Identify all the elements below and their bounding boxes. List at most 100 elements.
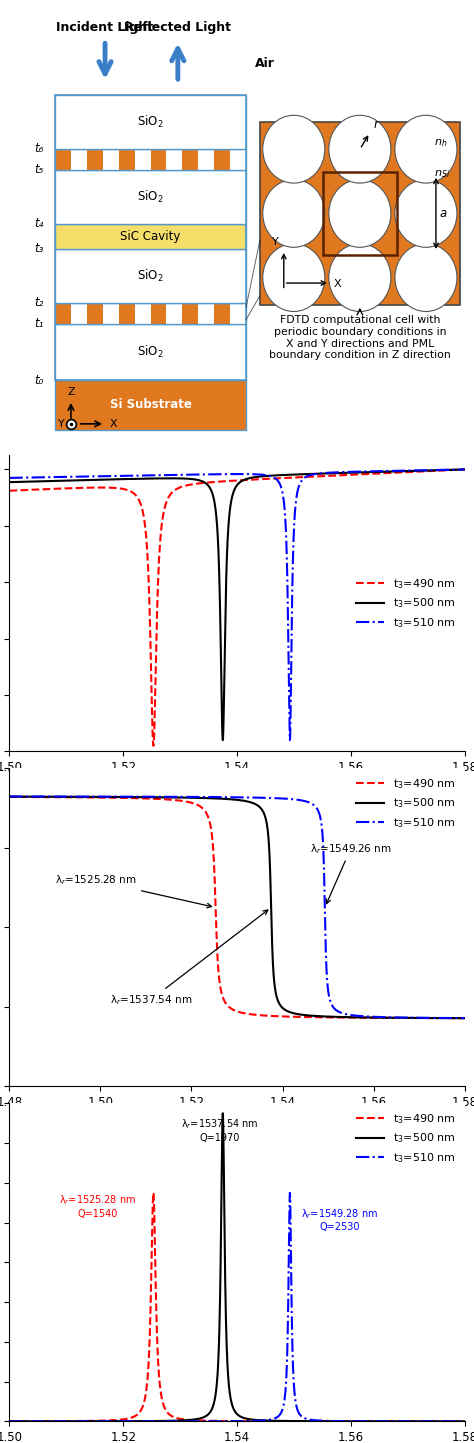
Bar <box>182 303 198 323</box>
t$_3$=510 nm <box>280 483 285 501</box>
Text: λ$_r$=1537.54 nm
Q=1970: λ$_r$=1537.54 nm Q=1970 <box>181 1118 259 1143</box>
t$_3$=500 nm <box>302 1006 308 1023</box>
t$_3$=500 nm <box>462 1010 467 1027</box>
t$_3$=510 nm <box>89 788 95 805</box>
Text: a: a <box>439 206 447 219</box>
Text: λ$_r$=1525.28 nm: λ$_r$=1525.28 nm <box>55 873 211 908</box>
Text: Si Substrate: Si Substrate <box>109 398 191 411</box>
t$_3$=490 nm <box>280 469 285 486</box>
t$_3$=490 nm <box>381 465 386 482</box>
Bar <box>55 95 246 149</box>
Bar <box>87 303 103 323</box>
Legend: t$_3$=490 nm, t$_3$=500 nm, t$_3$=510 nm: t$_3$=490 nm, t$_3$=500 nm, t$_3$=510 nm <box>353 574 459 633</box>
t$_3$=510 nm <box>303 469 309 486</box>
Bar <box>55 248 246 303</box>
Text: Y: Y <box>58 418 65 429</box>
Text: λ$_r$=1525.28 nm
Q=1540: λ$_r$=1525.28 nm Q=1540 <box>59 1193 136 1218</box>
Text: SiO$_2$: SiO$_2$ <box>137 343 164 359</box>
t$_3$=500 nm <box>462 1413 467 1430</box>
Bar <box>71 149 87 170</box>
Bar <box>55 95 246 380</box>
t$_3$=490 nm <box>89 789 95 807</box>
t$_3$=500 nm <box>220 732 226 749</box>
t$_3$=500 nm <box>381 1009 386 1026</box>
t$_3$=490 nm <box>462 460 467 478</box>
Bar <box>198 303 214 323</box>
Bar <box>55 170 246 224</box>
t$_3$=490 nm <box>151 737 156 755</box>
Ellipse shape <box>329 115 391 183</box>
Bar <box>55 149 246 170</box>
t$_3$=510 nm <box>462 1010 467 1027</box>
t$_3$=510 nm <box>287 1185 293 1202</box>
Line: t$_3$=510 nm: t$_3$=510 nm <box>9 797 465 1019</box>
Bar <box>135 149 151 170</box>
t$_3$=490 nm <box>181 1411 186 1429</box>
t$_3$=510 nm <box>7 788 12 805</box>
Text: λ$_r$=1549.26 nm: λ$_r$=1549.26 nm <box>310 841 392 903</box>
t$_3$=490 nm <box>181 478 186 495</box>
Text: t₆: t₆ <box>35 143 44 156</box>
Bar <box>103 303 118 323</box>
Text: Air: Air <box>255 56 275 69</box>
Line: t$_3$=490 nm: t$_3$=490 nm <box>9 1193 465 1421</box>
t$_3$=500 nm <box>7 788 12 805</box>
t$_3$=510 nm <box>462 1413 467 1430</box>
Legend: t$_3$=490 nm, t$_3$=500 nm, t$_3$=510 nm: t$_3$=490 nm, t$_3$=500 nm, t$_3$=510 nm <box>353 773 459 833</box>
t$_3$=500 nm <box>346 465 352 482</box>
Text: t₅: t₅ <box>35 163 44 176</box>
Bar <box>230 303 246 323</box>
Text: SiC Cavity: SiC Cavity <box>120 229 181 242</box>
t$_3$=500 nm <box>89 1413 95 1430</box>
t$_3$=510 nm <box>302 792 308 810</box>
Bar <box>214 149 230 170</box>
Text: t₂: t₂ <box>35 296 44 309</box>
t$_3$=510 nm <box>7 469 12 486</box>
t$_3$=500 nm <box>303 466 309 483</box>
Bar <box>198 149 214 170</box>
t$_3$=510 nm <box>346 1413 352 1430</box>
Ellipse shape <box>329 244 391 312</box>
Text: SiO$_2$: SiO$_2$ <box>137 189 164 205</box>
t$_3$=500 nm <box>7 473 12 491</box>
t$_3$=500 nm <box>346 1009 352 1026</box>
t$_3$=500 nm <box>181 1411 186 1429</box>
Line: t$_3$=490 nm: t$_3$=490 nm <box>9 469 465 746</box>
Bar <box>118 149 135 170</box>
Bar <box>71 303 87 323</box>
Line: t$_3$=510 nm: t$_3$=510 nm <box>9 469 465 740</box>
t$_3$=490 nm <box>7 482 12 499</box>
Bar <box>118 303 135 323</box>
Text: t₁: t₁ <box>35 317 44 330</box>
Bar <box>323 172 397 254</box>
t$_3$=490 nm <box>89 1413 95 1430</box>
t$_3$=510 nm <box>280 789 285 807</box>
t$_3$=490 nm <box>346 1413 352 1430</box>
t$_3$=490 nm <box>462 1010 467 1027</box>
t$_3$=510 nm <box>381 1009 386 1026</box>
X-axis label: Wavelength (μm): Wavelength (μm) <box>183 779 291 792</box>
Line: t$_3$=510 nm: t$_3$=510 nm <box>9 1193 465 1421</box>
t$_3$=490 nm <box>346 1009 352 1026</box>
Text: X: X <box>334 278 341 289</box>
t$_3$=490 nm <box>303 469 309 486</box>
t$_3$=500 nm <box>220 1104 226 1121</box>
Text: λ$_r$=1549.28 nm
Q=2530: λ$_r$=1549.28 nm Q=2530 <box>301 1208 378 1232</box>
t$_3$=490 nm <box>381 1009 386 1026</box>
Text: SiO$_2$: SiO$_2$ <box>137 268 164 284</box>
t$_3$=510 nm <box>181 1413 186 1430</box>
t$_3$=500 nm <box>381 463 386 481</box>
t$_3$=500 nm <box>280 1413 285 1430</box>
t$_3$=510 nm <box>346 1006 352 1023</box>
t$_3$=490 nm <box>89 479 95 496</box>
t$_3$=510 nm <box>181 466 186 483</box>
t$_3$=500 nm <box>89 472 95 489</box>
t$_3$=500 nm <box>346 1413 352 1430</box>
Bar <box>87 149 103 170</box>
t$_3$=500 nm <box>280 999 285 1016</box>
Text: Y: Y <box>273 237 279 247</box>
Text: t₀: t₀ <box>35 374 44 387</box>
t$_3$=500 nm <box>381 1413 386 1430</box>
t$_3$=500 nm <box>280 466 285 483</box>
Bar <box>135 303 151 323</box>
